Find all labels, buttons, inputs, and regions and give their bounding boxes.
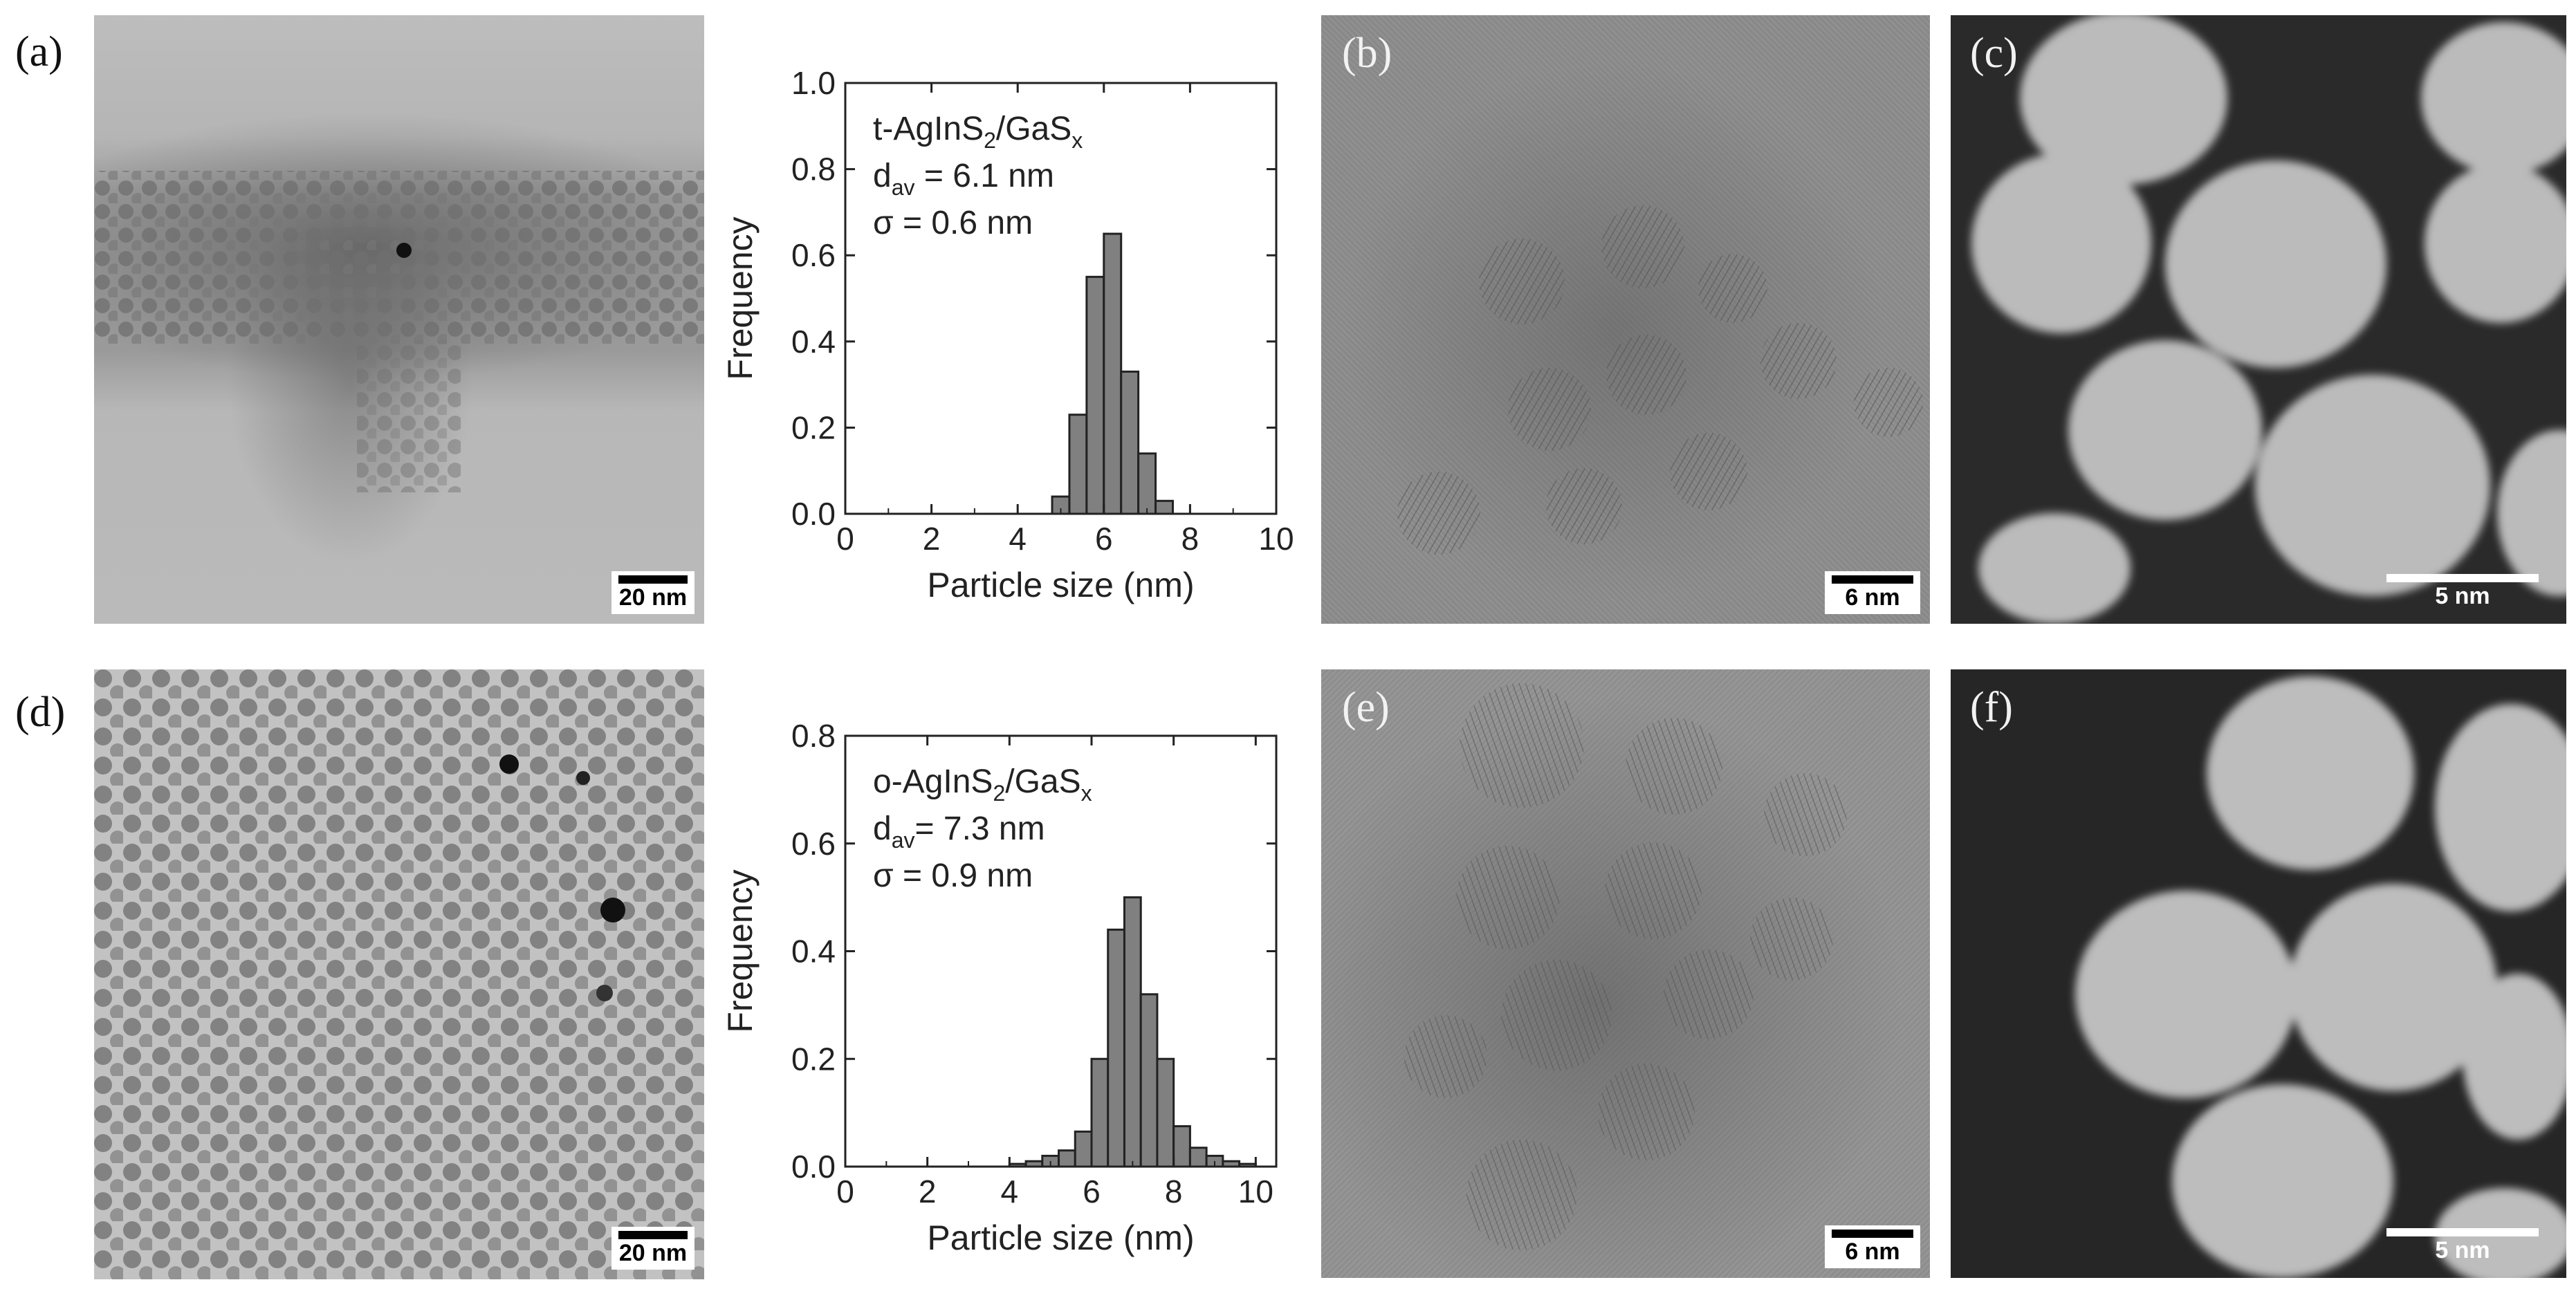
scale-bar-label-d: 20 nm — [618, 1240, 688, 1266]
histogram-bar — [1123, 896, 1142, 1168]
x-axis-label: Particle size (nm) — [927, 566, 1194, 604]
x-tick-label: 8 — [1181, 521, 1199, 557]
histogram-bar — [1172, 1125, 1191, 1168]
histogram-bar — [1103, 232, 1123, 515]
plot-frame — [844, 82, 1278, 515]
scale-bar-label-c: 5 nm — [2435, 583, 2490, 609]
histogram-bar — [1090, 1057, 1110, 1168]
size-std-dev: σ = 0.9 nm — [873, 857, 1033, 894]
sample-name: t-AgInS2/GaSx — [873, 111, 1083, 153]
y-tick-label: 1.0 — [791, 65, 836, 101]
histogram-bar — [1058, 1149, 1076, 1168]
scale-bar-d: 20 nm — [611, 1227, 694, 1270]
histogram-bar — [1156, 1057, 1175, 1168]
size-histogram-d: 0 2 4 6 8 10 0.0 0.2 0.4 0.6 0.8 Particle size (nm)… — [721, 718, 1278, 1257]
nanoparticle-field-a — [94, 171, 704, 492]
nanocrystal-lattice-e — [1404, 683, 1847, 1250]
panel-label-c: (c) — [1970, 30, 2018, 77]
panel-label-f: (f) — [1970, 684, 2013, 731]
x-tick-label: 10 — [1238, 1174, 1273, 1209]
histogram-bar — [1085, 275, 1105, 515]
panel-label-d: (d) — [15, 689, 66, 736]
x-tick-label: 4 — [1009, 521, 1027, 557]
y-tick-label: 0.2 — [791, 1041, 836, 1077]
y-tick-label: 0.8 — [791, 151, 836, 187]
bright-nanocrystals-f — [2075, 676, 2566, 1278]
x-tick-label: 2 — [923, 521, 941, 557]
histogram-bar — [1068, 414, 1088, 515]
scale-bar-a: 20 nm — [611, 571, 694, 614]
hrtem-image-e: (e) 6 nm — [1321, 669, 1930, 1278]
scale-bar-e: 6 nm — [1825, 1225, 1920, 1268]
sample-name: o-AgInS2/GaSx — [873, 763, 1092, 806]
scale-bar-label-b: 6 nm — [1845, 584, 1900, 611]
hrtem-image-b: (b) 6 nm — [1321, 15, 1930, 624]
y-tick-label: 0.6 — [791, 237, 836, 273]
histogram-bar — [1074, 1130, 1093, 1168]
histogram-bar — [1137, 452, 1157, 515]
panel-label-e: (e) — [1342, 684, 1390, 731]
y-tick-label: 0.4 — [791, 324, 836, 360]
scale-bar-label-a: 20 nm — [618, 584, 688, 611]
x-axis-label: Particle size (nm) — [927, 1218, 1194, 1257]
x-tick-label: 10 — [1258, 521, 1294, 557]
histogram-bar — [1188, 1147, 1208, 1168]
x-tick-label: 8 — [1165, 1174, 1183, 1209]
plot-frame — [844, 734, 1278, 1168]
size-histogram-a: 0 2 4 6 8 10 0.0 0.2 0.4 0.6 0.8 1.0 Particle size (… — [721, 65, 1294, 604]
mean-diameter: dav= 7.3 nm — [873, 810, 1045, 853]
y-tick-label: 0.6 — [791, 826, 836, 862]
histogram-bar — [1120, 370, 1140, 515]
x-tick-label: 6 — [1083, 1174, 1101, 1209]
tem-image-d: 20 nm — [94, 669, 704, 1279]
bright-nanocrystals-c — [1971, 15, 2566, 624]
size-std-dev: σ = 0.6 nm — [873, 205, 1033, 241]
y-tick-label: 0.4 — [791, 934, 836, 970]
tem-image-a: 20 nm — [94, 15, 704, 624]
scale-bar-f: 5 nm — [2386, 1228, 2539, 1264]
y-tick-label: 0.0 — [791, 496, 836, 532]
y-tick-label: 0.2 — [791, 409, 836, 445]
y-axis-label: Frequency — [721, 869, 760, 1032]
panel-label-a: (a) — [15, 28, 63, 75]
histogram-bar — [1139, 993, 1159, 1168]
haadf-image-f: (f) 5 nm — [1951, 669, 2566, 1278]
x-tick-label: 2 — [919, 1174, 937, 1209]
histogram-bar — [1107, 928, 1125, 1168]
nanoparticle-field-d — [94, 669, 704, 1279]
scale-bar-c: 5 nm — [2386, 574, 2539, 610]
histogram-bar — [1154, 499, 1174, 515]
mean-diameter: dav = 6.1 nm — [873, 158, 1054, 200]
y-axis-label: Frequency — [721, 216, 760, 380]
scale-bar-b: 6 nm — [1825, 571, 1920, 614]
x-tick-label: 6 — [1095, 521, 1113, 557]
x-tick-label: 4 — [1001, 1174, 1019, 1209]
scale-bar-label-f: 5 nm — [2435, 1237, 2490, 1263]
scale-bar-label-e: 6 nm — [1845, 1239, 1900, 1265]
panel-label-b: (b) — [1342, 30, 1392, 77]
haadf-image-c: (c) 5 nm — [1951, 15, 2566, 624]
x-tick-label: 0 — [836, 1174, 854, 1209]
y-tick-label: 0.8 — [791, 718, 836, 754]
y-tick-label: 0.0 — [791, 1149, 836, 1185]
nanocrystal-lattice-b — [1397, 205, 1923, 555]
x-tick-label: 0 — [836, 521, 854, 557]
